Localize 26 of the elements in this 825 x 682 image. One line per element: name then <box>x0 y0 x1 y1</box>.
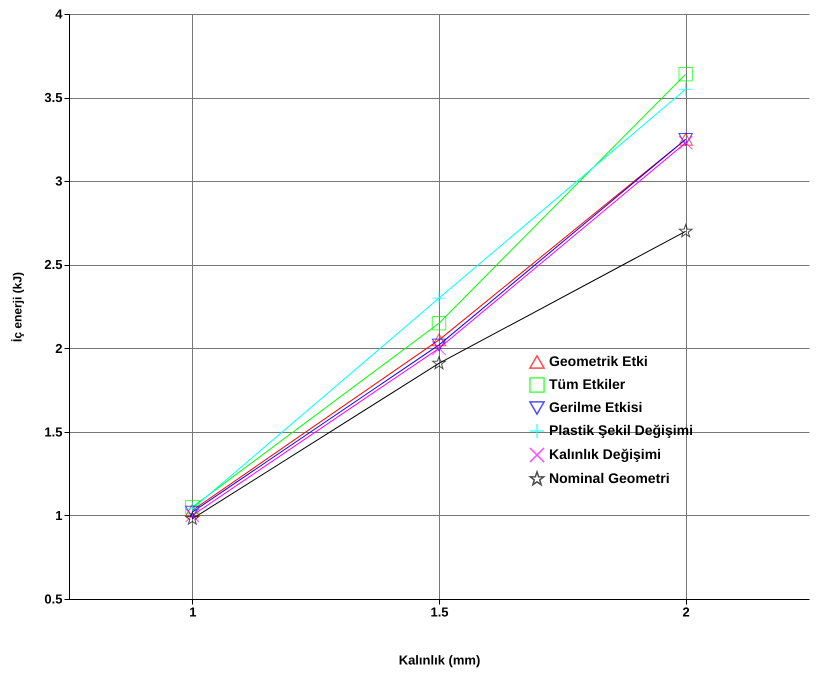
y-tick-label: 1.5 <box>44 424 62 440</box>
x-tick-label: 2 <box>682 604 690 620</box>
legend-label: Nominal Geometri <box>549 470 670 486</box>
point <box>432 316 446 330</box>
x-axis-title: Kalınlık (mm) <box>398 652 480 668</box>
y-tick-label: 3 <box>55 174 62 189</box>
y-tick-label: 4 <box>55 6 64 22</box>
y-axis-title: İç enerji (kJ) <box>10 272 24 342</box>
y-tick-label: 2.5 <box>44 257 62 272</box>
y-tick-label: 0.5 <box>44 592 62 606</box>
y-tick-label: 3.5 <box>44 90 62 106</box>
point <box>678 224 693 238</box>
point <box>678 82 693 96</box>
point <box>678 66 693 82</box>
legend-label: Kalınlık Değişimi <box>549 446 662 462</box>
point <box>432 356 446 370</box>
y-tick-label: 2 <box>55 340 62 356</box>
x-tick-label: 1.5 <box>430 604 449 620</box>
legend-label: Geometrik Etki <box>549 353 648 369</box>
x-tick-label: 1 <box>189 604 196 620</box>
legend-label: Gerilme Etkisi <box>549 399 642 415</box>
point <box>432 290 446 306</box>
y-tick-label: 1 <box>55 508 62 523</box>
point <box>678 135 693 150</box>
legend-label: Tüm Etkiler <box>549 376 626 392</box>
legend-label: Plastik Şekil Değişimi <box>549 422 693 438</box>
